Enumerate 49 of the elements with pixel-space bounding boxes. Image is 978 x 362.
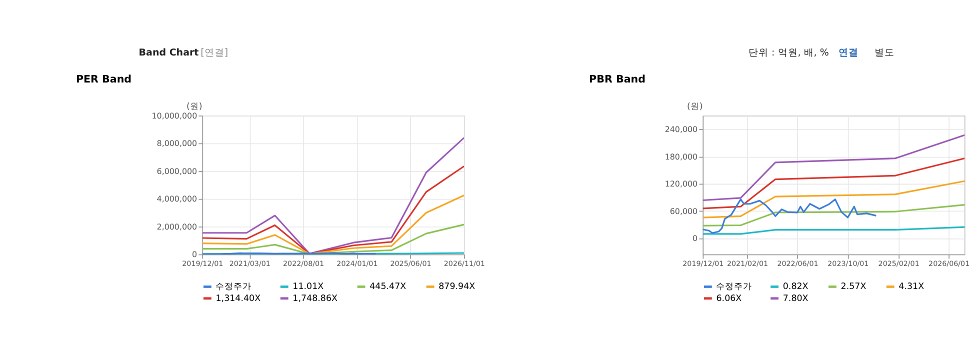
line-series [702,180,965,218]
x-tick-label: 2019/12/01 [182,258,224,268]
text: PBR Band [589,73,646,86]
legend-label: 879.94X [438,282,476,292]
legend-label: 4.31X [898,282,924,292]
legend-label: 1,314.40X [216,294,261,304]
x-tick-label: 2022/06/01 [777,258,818,268]
x-tick-label: 2019/12/01 [682,258,724,268]
text: 연결 [838,47,859,58]
y-tick-label: 0 [192,250,198,260]
text: PER Band [76,73,132,86]
y-tick-label: 120,000 [664,180,698,189]
x-tick-label: 2026/06/01 [928,258,970,268]
line-series [702,158,965,210]
x-tick-label: 2025/02/01 [878,258,920,268]
y-axis-title: (원) [186,102,202,112]
legend-label: 6.06X [716,294,742,304]
legend-label: 11.01X [292,282,324,292]
legend-label: 7.80X [782,294,808,304]
y-tick-label: 2,000,000 [156,222,198,232]
x-tick-label: 2021/02/01 [726,258,768,268]
y-tick-label: 8,000,000 [156,139,198,148]
x-tick-label: 2023/10/01 [828,258,869,268]
legend-label: 0.82X [782,282,808,292]
line-series [702,198,877,234]
text: 별도 [874,47,894,58]
legend-label: 445.47X [370,282,406,292]
legend-label: 수정주가 [716,282,752,292]
legend-label: 수정주가 [216,282,252,292]
x-tick-label: 2021/03/01 [229,258,270,268]
text: 단위 : 억원, 배, % [748,47,829,58]
y-axis-title: (원) [686,102,703,112]
y-tick-label: 4,000,000 [156,194,198,204]
line-series [702,134,965,202]
text: [연결] [200,47,228,58]
y-tick-label: 10,000,000 [152,111,198,120]
legend-label: 2.57X [840,282,866,292]
line-series [702,204,965,227]
y-tick-label: 6,000,000 [156,166,198,176]
x-tick-label: 2022/08/01 [283,258,324,268]
y-tick-label: 240,000 [664,125,698,134]
legend-label: 1,748.86X [292,294,338,304]
y-tick-label: 0 [692,234,698,244]
x-tick-label: 2024/01/01 [336,258,378,268]
text: Band Chart [138,47,200,58]
y-tick-label: 60,000 [670,206,698,216]
x-tick-label: 2025/06/01 [390,258,432,268]
y-tick-label: 180,000 [664,152,698,162]
x-tick-label: 2026/11/01 [444,258,485,268]
